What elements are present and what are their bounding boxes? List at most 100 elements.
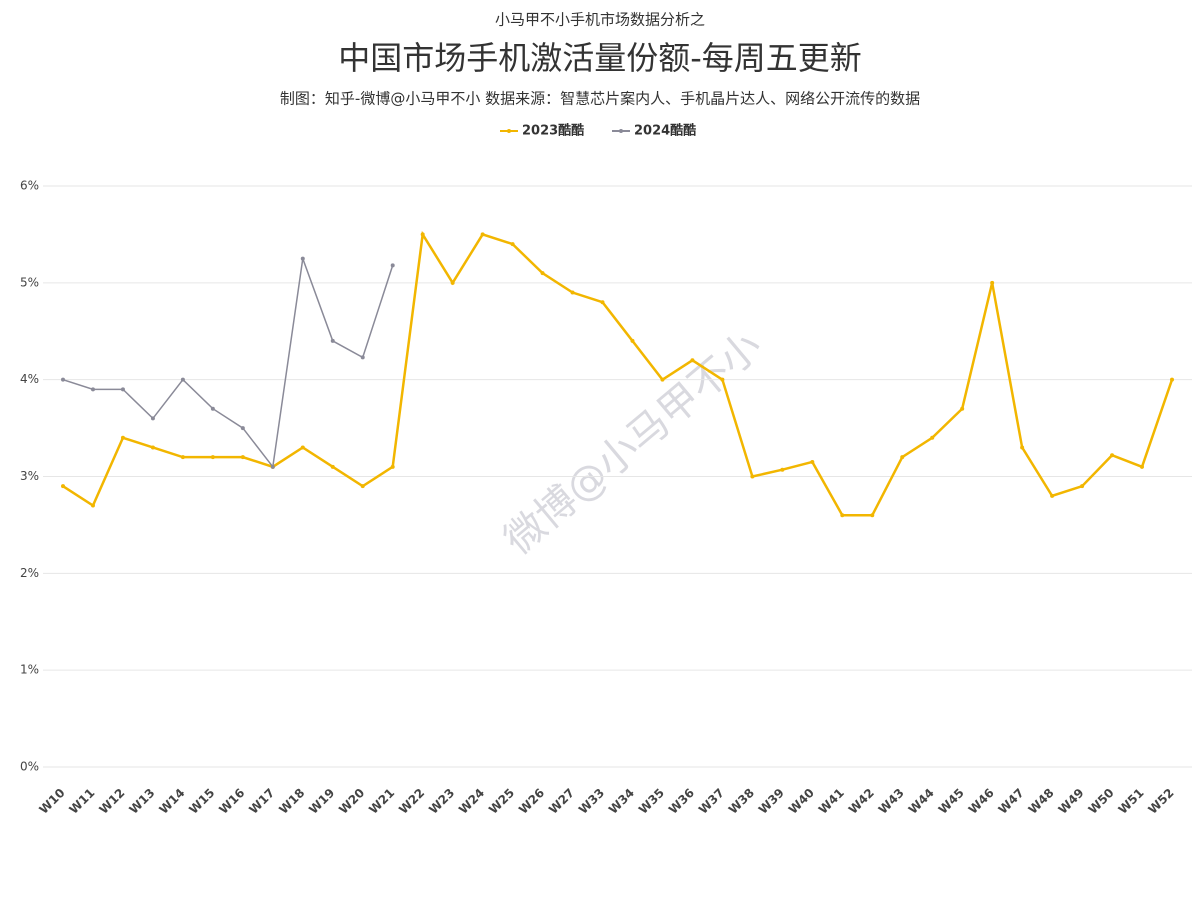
point — [210, 406, 215, 411]
x-tick-label: W18 — [276, 786, 307, 817]
point — [360, 355, 365, 360]
legend-label: 2023酷酷 — [522, 123, 584, 139]
point — [1170, 377, 1174, 382]
point — [150, 416, 155, 421]
point — [120, 387, 125, 392]
y-tick-label: 3% — [20, 469, 39, 483]
x-tick-label: W48 — [1026, 786, 1057, 817]
x-tick-label: W10 — [37, 786, 68, 817]
point — [450, 280, 455, 285]
x-tick-label: W24 — [456, 786, 487, 817]
point — [90, 387, 95, 392]
x-tick-label: W13 — [126, 786, 157, 817]
point — [270, 464, 275, 469]
point — [300, 256, 305, 261]
x-tick-label: W15 — [186, 786, 217, 817]
point — [150, 445, 155, 450]
x-tick-label: W27 — [546, 786, 577, 817]
point — [240, 455, 245, 460]
x-tick-label: W39 — [756, 786, 787, 817]
x-tick-label: W16 — [216, 786, 247, 817]
x-tick-label: W11 — [67, 786, 98, 817]
x-tick-label: W14 — [156, 786, 187, 817]
point — [61, 377, 65, 382]
legend-marker — [619, 129, 623, 133]
point — [990, 280, 995, 285]
point — [1080, 484, 1085, 489]
x-tick-label: W23 — [426, 786, 457, 817]
line-series — [62, 230, 1174, 517]
y-tick-label: 6% — [20, 179, 39, 193]
point — [780, 467, 785, 472]
x-tick-label: W49 — [1056, 786, 1087, 817]
x-tick-label: W40 — [786, 786, 817, 817]
x-tick-label: W45 — [936, 786, 967, 817]
point — [300, 445, 305, 450]
x-tick-label: W47 — [996, 786, 1027, 817]
chart-title: 中国市场手机激活量份额-每周五更新 — [338, 39, 862, 77]
point — [390, 263, 395, 268]
point — [180, 377, 185, 382]
point — [750, 474, 755, 479]
x-tick-label: W25 — [486, 786, 517, 817]
x-tick-label: W50 — [1086, 786, 1117, 817]
x-tick-label: W46 — [966, 786, 997, 817]
point — [1020, 445, 1025, 450]
point — [1140, 464, 1145, 469]
x-tick-label: W51 — [1116, 786, 1147, 817]
point — [840, 513, 845, 518]
point — [1110, 453, 1115, 458]
point — [480, 232, 485, 237]
y-tick-label: 2% — [20, 566, 39, 580]
x-tick-label: W38 — [726, 786, 757, 817]
point — [90, 503, 95, 508]
x-tick-label: W21 — [366, 786, 397, 817]
x-tick-label: W12 — [96, 786, 127, 817]
y-tick-label: 1% — [20, 663, 39, 677]
x-tick-label: W34 — [606, 786, 637, 817]
x-tick-label: W44 — [906, 786, 937, 817]
point — [240, 426, 245, 431]
point — [930, 435, 935, 440]
point — [900, 455, 905, 460]
point — [720, 377, 725, 382]
point — [61, 484, 65, 489]
x-tick-label: W26 — [516, 786, 547, 817]
subtitle: 制图：知乎-微博@小马甲不小 数据来源：智慧芯片案内人、手机晶片达人、网络公开流… — [280, 90, 920, 108]
point — [690, 358, 695, 363]
x-tick-label: W20 — [336, 786, 367, 817]
point — [540, 271, 545, 276]
point — [630, 338, 635, 343]
x-tick-label: W52 — [1146, 786, 1177, 817]
x-tick-label: W35 — [636, 786, 667, 817]
point — [360, 484, 365, 489]
x-tick-label: W37 — [696, 786, 727, 817]
point — [120, 435, 125, 440]
point — [870, 513, 875, 518]
point — [180, 455, 185, 460]
legend-marker — [507, 129, 511, 133]
point — [330, 338, 335, 343]
x-tick-label: W33 — [576, 786, 607, 817]
point — [420, 232, 425, 237]
x-tick-label: W43 — [876, 786, 907, 817]
point — [330, 464, 335, 469]
point — [660, 377, 665, 382]
line-series — [62, 258, 394, 469]
supertitle: 小马甲不小手机市场数据分析之 — [495, 11, 705, 29]
x-tick-label: W19 — [306, 786, 337, 817]
y-tick-label: 4% — [20, 372, 39, 386]
point — [600, 300, 605, 305]
x-tick-label: W42 — [846, 786, 877, 817]
point — [390, 464, 395, 469]
x-tick-label: W36 — [666, 786, 697, 817]
point — [210, 455, 215, 460]
point — [510, 242, 515, 247]
point — [1050, 493, 1055, 498]
x-tick-label: W41 — [816, 786, 847, 817]
point — [960, 406, 965, 411]
point — [810, 459, 815, 464]
x-tick-label: W17 — [246, 786, 277, 817]
watermark: 微博@小马甲不小 — [496, 323, 771, 564]
